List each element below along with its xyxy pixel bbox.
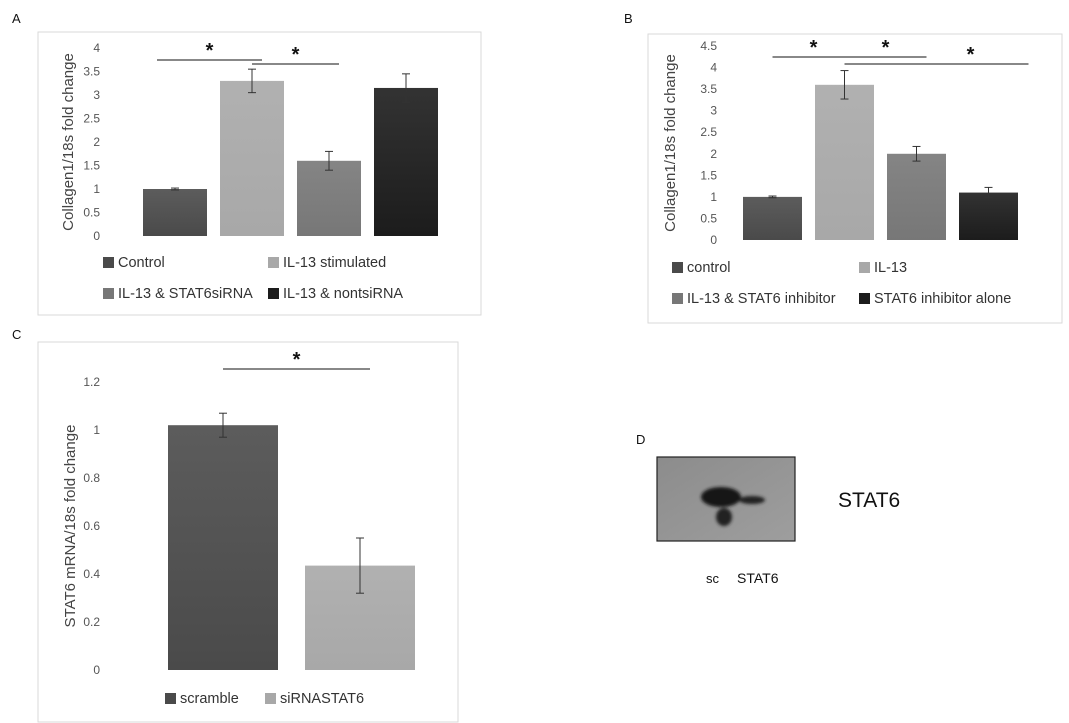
- chart-a-ytick-label: 2.5: [83, 112, 100, 126]
- panel-c-frame: [37, 341, 459, 723]
- chart-b: 0 0.5 1 1.5 2 2.5 3 3.5 4 4.5 Collagen1/18s fold c…: [662, 37, 1029, 307]
- chart-c-ytick-label: 1: [93, 423, 100, 437]
- chart-a-ytick-label: 1.5: [83, 159, 100, 173]
- chart-a-legend-swatch: [268, 288, 279, 299]
- chart-c-legend-swatch: [165, 693, 176, 704]
- chart-b-significance-asterisk: *: [810, 37, 818, 59]
- chart-a-ylabel: Collagen1/18s fold change: [60, 53, 77, 231]
- panel-a-frame: [37, 31, 482, 316]
- blot-band-sc-smear: [716, 508, 732, 526]
- chart-c-ytick-label: 0.8: [83, 471, 100, 485]
- chart-a-legend-label: IL-13 & nontsiRNA: [283, 286, 403, 302]
- chart-a-ytick-label: 3: [93, 88, 100, 102]
- chart-a-ytick-label: 1: [93, 182, 100, 196]
- chart-a-legend-label: IL-13 & STAT6siRNA: [118, 286, 253, 302]
- chart-c-ytick-label: 1.2: [83, 375, 100, 389]
- chart-a-ytick-label: 3.5: [83, 65, 100, 79]
- chart-a-ytick-label: 4: [93, 41, 100, 55]
- chart-b-legend-swatch: [859, 262, 870, 273]
- chart-b-ytick-label: 2: [710, 147, 717, 161]
- chart-b-ytick-label: 0.5: [700, 211, 717, 225]
- chart-a-bar: [297, 160, 361, 236]
- chart-b-legend-label: IL-13 & STAT6 inhibitor: [687, 291, 836, 307]
- chart-c-ytick-label: 0.6: [83, 519, 100, 533]
- chart-b-ytick-label: 1.5: [700, 168, 717, 182]
- chart-c-ylabel: STAT6 mRNA/18s fold change: [62, 425, 79, 628]
- chart-b-ytick-label: 2.5: [700, 125, 717, 139]
- panel-label-a: A: [12, 11, 21, 26]
- chart-b-legend-swatch: [672, 262, 683, 273]
- chart-b-legend-label: STAT6 inhibitor alone: [874, 291, 1011, 307]
- panel-b-frame: [647, 33, 1063, 324]
- chart-a-significance-asterisk: *: [292, 44, 300, 66]
- chart-a: 0 0.5 1 1.5 2 2.5 3 3.5 4 Collagen1/18s fold chan…: [60, 40, 438, 302]
- chart-a-bar: [374, 87, 438, 236]
- chart-b-legend-label: IL-13: [874, 260, 907, 276]
- chart-a-bar: [220, 80, 284, 237]
- panel-label-b: B: [624, 11, 633, 26]
- chart-c-significance-asterisk: *: [293, 349, 301, 371]
- chart-a-legend-swatch: [268, 257, 279, 268]
- western-blot: [656, 456, 796, 542]
- chart-a-legend-label: IL-13 stimulated: [283, 255, 386, 271]
- chart-b-ytick-label: 4: [710, 61, 717, 75]
- chart-a-bar: [143, 189, 207, 236]
- chart-b-bar: [959, 192, 1018, 240]
- chart-b-bar: [815, 84, 874, 240]
- chart-b-ytick-label: 4.5: [700, 39, 717, 53]
- blot-lane-label-sc: sc: [706, 571, 720, 586]
- blot-protein-label: STAT6: [838, 489, 900, 512]
- chart-b-bar: [743, 196, 802, 240]
- chart-b-ytick-label: 3: [710, 104, 717, 118]
- chart-c-ytick-label: 0: [93, 663, 100, 677]
- chart-b-ylabel: Collagen1/18s fold change: [662, 54, 679, 232]
- chart-b-legend-swatch: [672, 293, 683, 304]
- chart-a-significance-asterisk: *: [206, 40, 214, 62]
- chart-a-ytick-label: 0: [93, 229, 100, 243]
- chart-b-significance-asterisk: *: [967, 44, 975, 66]
- chart-a-legend-swatch: [103, 288, 114, 299]
- chart-c-legend-label: siRNASTAT6: [280, 691, 364, 707]
- panel-label-c: C: [12, 327, 21, 342]
- chart-b-ytick-label: 0: [710, 233, 717, 247]
- chart-b-ytick-label: 1: [710, 190, 717, 204]
- blot-band-sc: [701, 487, 741, 507]
- chart-c-legend-swatch: [265, 693, 276, 704]
- chart-a-ytick-label: 2: [93, 135, 100, 149]
- chart-a-legend-swatch: [103, 257, 114, 268]
- chart-c-ytick-label: 0.2: [83, 615, 100, 629]
- chart-a-legend-label: Control: [118, 255, 165, 271]
- chart-c-ytick-label: 0.4: [83, 567, 100, 581]
- chart-c-bar: [168, 425, 278, 670]
- chart-b-ytick-label: 3.5: [700, 82, 717, 96]
- blot-band-stat6: [739, 496, 765, 504]
- blot-lane-label-stat6: STAT6: [737, 570, 779, 586]
- chart-b-legend-swatch: [859, 293, 870, 304]
- chart-b-significance-asterisk: *: [882, 37, 890, 59]
- panel-label-d: D: [636, 432, 645, 447]
- chart-c-legend-label: scramble: [180, 691, 239, 707]
- chart-a-ytick-label: 0.5: [83, 206, 100, 220]
- chart-b-legend-label: control: [687, 260, 731, 276]
- chart-c: 0 0.2 0.4 0.6 0.8 1 1.2 STAT6 mRNA/18s fold cha…: [62, 349, 415, 707]
- chart-b-bar: [887, 153, 946, 240]
